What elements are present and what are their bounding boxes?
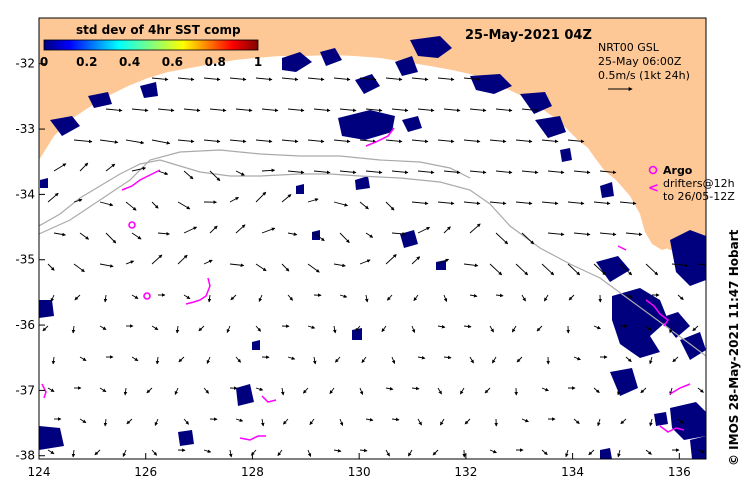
- current-scale: 0.5m/s (1kt 24h): [598, 69, 690, 82]
- x-tick-label: 124: [28, 465, 51, 479]
- colorbar-tick-label: 0.2: [76, 55, 97, 69]
- current-model: NRT00 GSL: [598, 41, 660, 54]
- credit-label: © IMOS 28-May-2021 11:47 Hobart: [727, 229, 741, 466]
- y-tick-label: -32: [15, 57, 35, 71]
- x-tick-label: 132: [454, 465, 477, 479]
- drifters-label: drifters@12h: [663, 177, 735, 190]
- colorbar-tick-label: 1: [254, 55, 262, 69]
- y-tick-label: -33: [15, 122, 35, 136]
- x-tick-label: 128: [241, 465, 264, 479]
- colorbar-tick-label: 0.6: [162, 55, 183, 69]
- y-tick-label: -37: [15, 383, 35, 397]
- colorbar-tick-label: 0.4: [119, 55, 140, 69]
- y-tick-label: -35: [15, 253, 35, 267]
- y-tick-label: -34: [15, 187, 35, 201]
- drifter-symbol: <: [648, 181, 659, 196]
- x-tick-label: 126: [134, 465, 157, 479]
- y-tick-label: -38: [15, 449, 35, 463]
- y-tick-label: -36: [15, 318, 35, 332]
- argo-label: Argo: [663, 164, 693, 177]
- colorbar-tick-label: 0: [40, 55, 48, 69]
- colorbar-title: std dev of 4hr SST comp: [76, 23, 241, 37]
- colorbar-ramp: [44, 40, 258, 50]
- timestamp: 25-May-2021 04Z: [465, 28, 592, 43]
- x-tick-label: 130: [348, 465, 371, 479]
- x-tick-label: 134: [561, 465, 584, 479]
- drifters-date: to 26/05-12Z: [663, 190, 735, 203]
- colorbar-tick-label: 0.8: [205, 55, 226, 69]
- x-tick-label: 136: [668, 465, 691, 479]
- current-time: 25-May 06:00Z: [598, 55, 682, 68]
